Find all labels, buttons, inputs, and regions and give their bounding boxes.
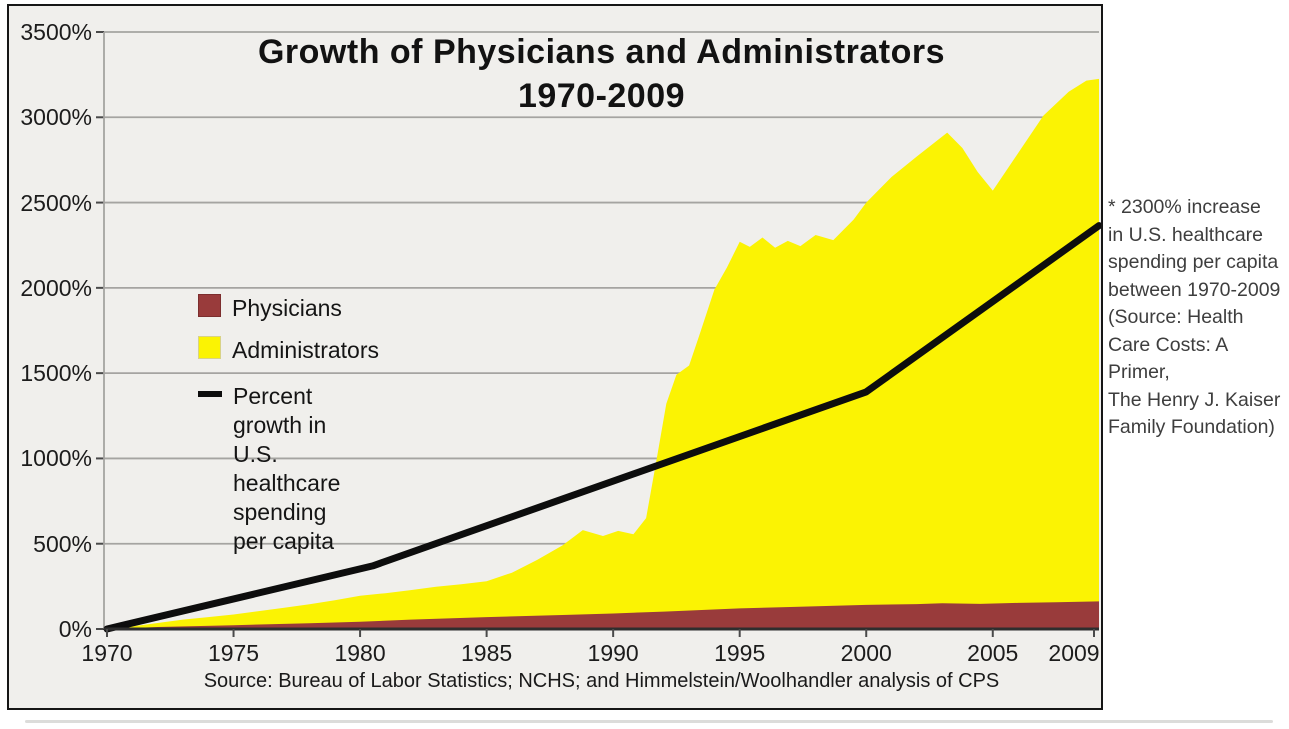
administrators-swatch-icon — [198, 336, 221, 359]
y-axis-label: 3500% — [20, 19, 92, 45]
y-axis-label: 500% — [33, 530, 92, 557]
chart-title-line2: 1970-2009 — [517, 77, 686, 115]
y-axis-label: 1000% — [20, 445, 92, 472]
physicians-area — [107, 601, 1099, 629]
y-axis-label: 1500% — [20, 360, 92, 387]
legend-item-physicians: Physicians — [198, 294, 342, 323]
page-shadow — [25, 720, 1273, 723]
source-note: Source: Bureau of Labor Statistics; NCHS… — [203, 670, 1000, 692]
spending-line — [103, 222, 1101, 633]
x-axis-label: 1990 — [587, 640, 639, 666]
legend-label-spending-line: Percent growth in U.S. healthcare spendi… — [233, 383, 341, 554]
chart-title-line1: Growth of Physicians and Administrators — [257, 33, 945, 71]
legend-item-administrators: Administrators — [198, 336, 379, 365]
x-axis-label: 2009 — [1048, 640, 1100, 666]
legend-label-physicians: Physicians — [232, 295, 342, 321]
y-axis-label: 2000% — [20, 274, 92, 301]
x-axis-label: 1995 — [714, 640, 766, 666]
x-axis-label: 2000 — [840, 640, 892, 666]
y-axis-label: 0% — [58, 616, 92, 642]
administrators-area — [107, 78, 1099, 629]
plot-svg — [96, 31, 1101, 637]
x-axis-label: 1970 — [81, 640, 133, 666]
chart-title: Growth of Physicians and Administrators … — [104, 30, 1099, 118]
x-axis-label: 1985 — [461, 640, 513, 666]
legend-label-administrators: Administrators — [232, 337, 379, 363]
annotation-note: * 2300% increase in U.S. healthcare spen… — [1108, 196, 1281, 438]
legend-item-spending-line: Percent growth in U.S. healthcare spendi… — [198, 382, 340, 556]
line-swatch-icon — [198, 391, 222, 397]
y-axis-label: 2500% — [20, 189, 92, 216]
y-axis-label: 3000% — [20, 104, 92, 131]
x-axis-label: 2005 — [967, 640, 1019, 666]
chart-panel: Growth of Physicians and Administrators … — [7, 4, 1103, 710]
plot-svg-container — [9, 6, 1101, 708]
x-axis-label: 1975 — [207, 640, 260, 666]
physicians-swatch-icon — [198, 294, 221, 317]
x-axis-label: 1980 — [334, 640, 386, 666]
